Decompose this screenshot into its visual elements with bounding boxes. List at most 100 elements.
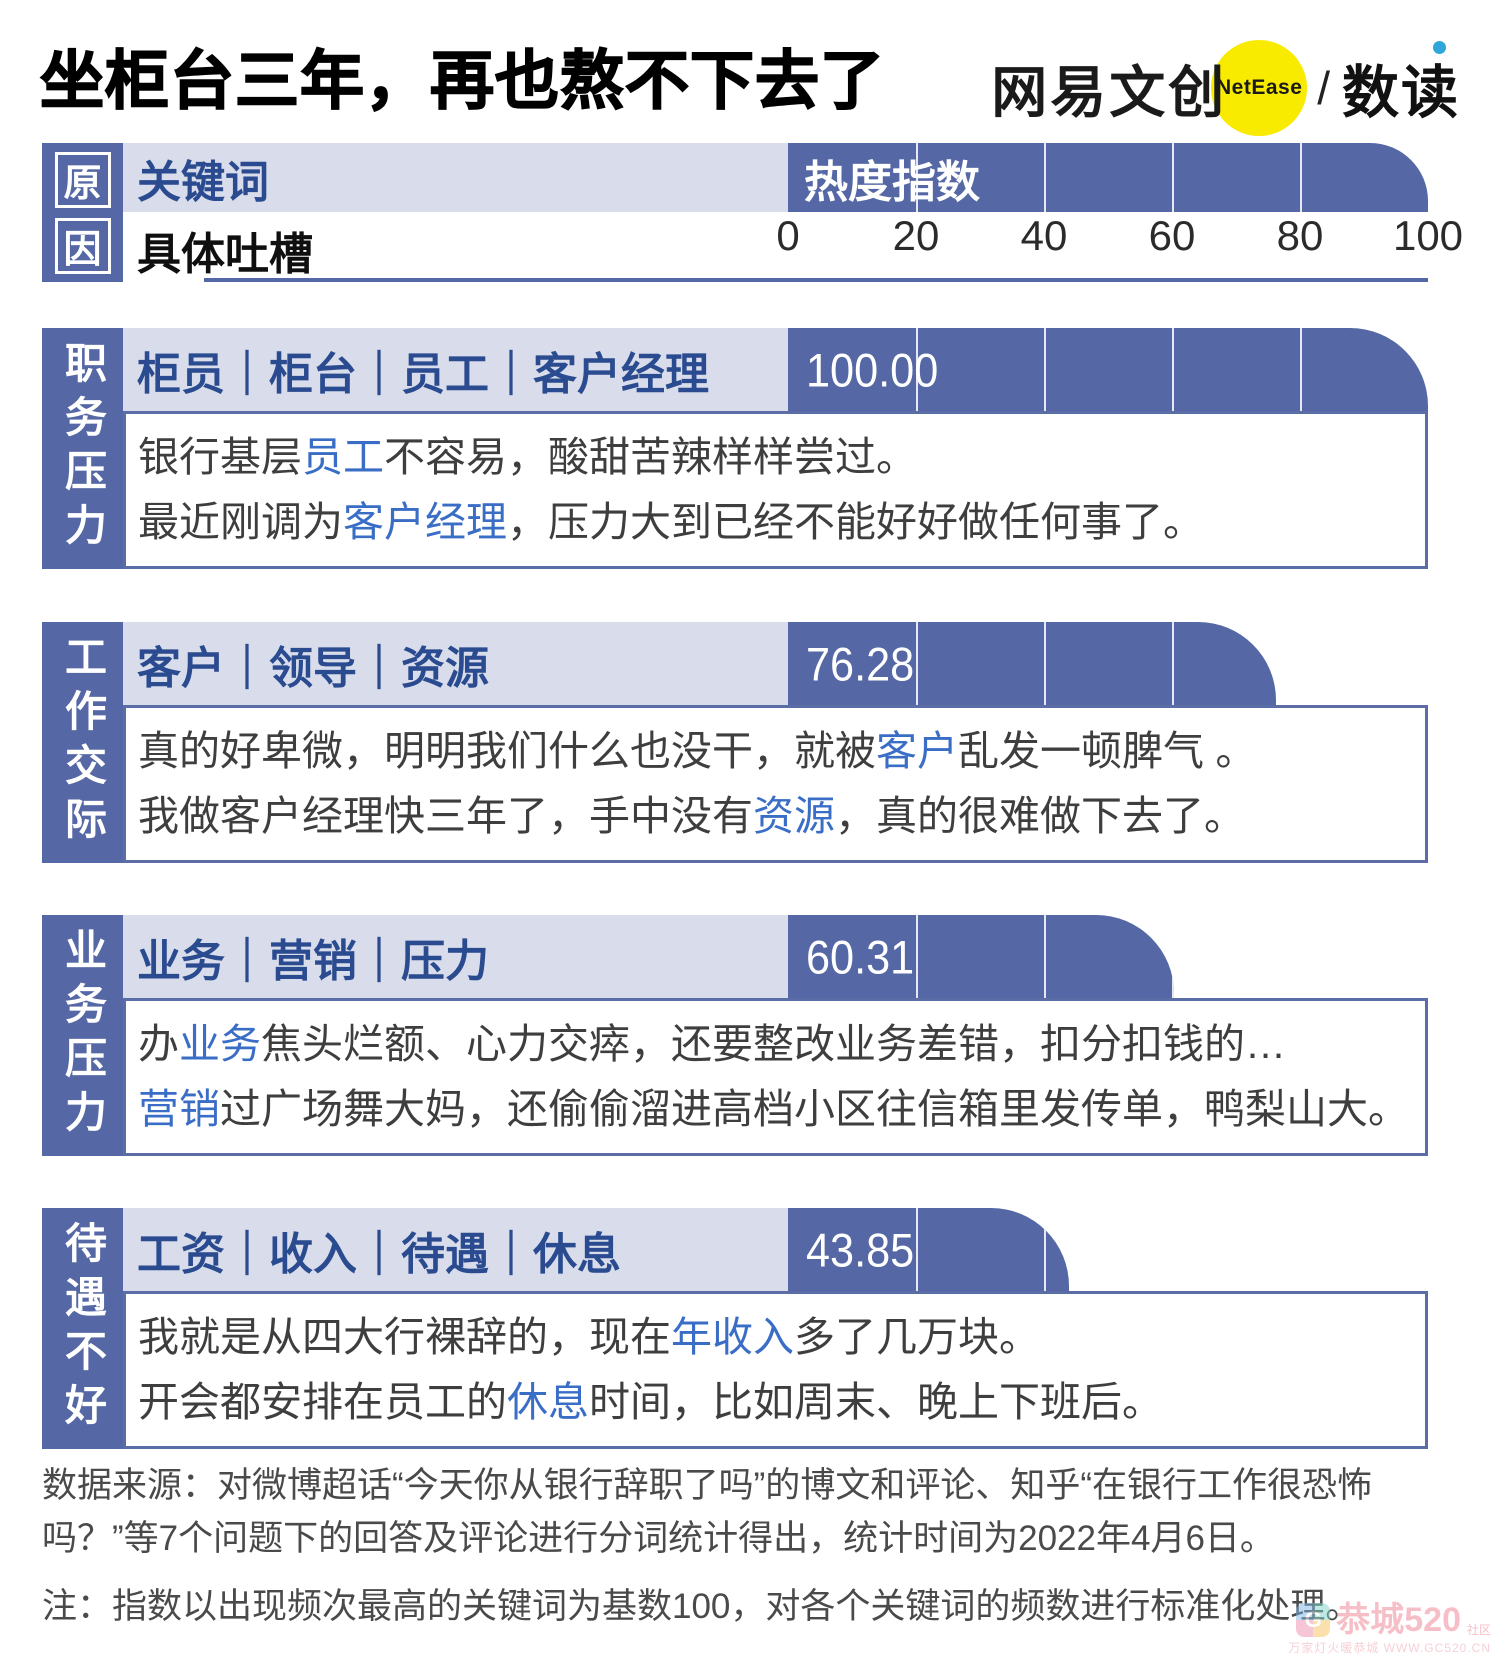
highlighted-keyword: 资源 (753, 792, 835, 839)
bar-value-label: 60.31 (806, 930, 915, 983)
gridline (1044, 328, 1046, 411)
x-axis: 0 20 40 60 80 100 (776, 212, 1463, 278)
watermark-url: 万家灯火暖恭城 WWW.GC520.CN (1288, 1641, 1491, 1655)
index-bar: 100.00 (788, 328, 1428, 411)
bar-value-label: 100.00 (806, 343, 939, 396)
keywords: 柜员｜柜台｜员工｜客户经理 (137, 349, 709, 399)
bar-area: 100.00 (788, 328, 1428, 411)
gridline (916, 622, 918, 705)
category-sidebar: 业务压力 (42, 915, 123, 1156)
gridline (1044, 622, 1046, 705)
quote-text: 真的好卑微，明明我们什么也没干，就被 (138, 728, 876, 775)
section-bad-benefits: 待遇不好 工资｜收入｜待遇｜休息 43.85 我就是从四大 (42, 1208, 1428, 1449)
gridline (916, 143, 918, 212)
index-bar: 43.85 (788, 1208, 1069, 1291)
keywords: 客户｜领导｜资源 (137, 643, 489, 693)
gridline (1172, 915, 1174, 998)
keywords-cell: 业务｜营销｜压力 (123, 915, 788, 998)
quote-line: 真的好卑微，明明我们什么也没干，就被客户乱发一顿脾气 。 (138, 731, 1425, 772)
axis-row: 具体吐槽 0 20 40 60 80 100 (123, 212, 1463, 279)
section-main: 柜员｜柜台｜员工｜客户经理 100.00 银行基层员工不容易，酸甜苦辣样样尝过。… (123, 328, 1428, 569)
keywords-cell: 客户｜领导｜资源 (123, 622, 788, 705)
quote-text: 过广场舞大妈，还偷偷溜进高档小区往信箱里发传单，鸭梨山大。 (220, 1085, 1409, 1132)
legend-main: 关键词 热度指数 具体吐槽 0 20 40 60 80 (123, 143, 1463, 282)
shudu-text: 数读 (1342, 61, 1460, 125)
page-title: 坐柜台三年，再也熬不下去了 (39, 44, 885, 118)
netease-label: NetEase (1216, 76, 1303, 99)
keywords: 业务｜营销｜压力 (137, 936, 489, 986)
category-label: 业务压力 (59, 927, 107, 1144)
tick-label: 80 (1276, 212, 1324, 259)
quote-line: 营销过广场舞大妈，还偷偷溜进高档小区往信箱里发传单，鸭梨山大。 (138, 1085, 1425, 1132)
quote-text: 不容易，酸甜苦辣样样尝过。 (384, 434, 917, 481)
highlighted-keyword: 年收入 (671, 1314, 794, 1361)
gridline (1300, 143, 1302, 212)
quote-line: 办业务焦头烂额、心力交瘁，还要整改业务差错，扣分扣钱的… (138, 1024, 1425, 1065)
quote-text: 银行基层 (138, 434, 302, 481)
section-business-pressure: 业务压力 业务｜营销｜压力 60.31 办业务焦头烂额、心 (42, 915, 1428, 1156)
axis-tick: 80 (1277, 212, 1324, 260)
watermark-suffix: 社区 (1466, 1622, 1491, 1637)
highlighted-keyword: 业务 (179, 1021, 261, 1068)
section-main: 客户｜领导｜资源 76.28 真的好卑微，明明我们什么也没干，就被客户乱发一顿脾… (123, 622, 1428, 863)
axis-tick: 40 (1021, 212, 1068, 260)
quote-text: ，压力大到已经不能好好做任何事了。 (507, 498, 1204, 545)
quote-text: ，真的很难做下去了。 (835, 792, 1245, 839)
quotes-box: 真的好卑微，明明我们什么也没干，就被客户乱发一顿脾气 。 我做客户经理快三年了，… (123, 705, 1428, 863)
category-sidebar: 待遇不好 (42, 1208, 123, 1449)
watermark-row: G 恭城520 社区 (1288, 1603, 1491, 1637)
index-bar: 76.28 (788, 622, 1277, 705)
axis-tick: 0 (776, 212, 799, 260)
netease-shudu-logo: 网易文创 NetEase / 数读 (991, 38, 1460, 138)
quote-text: 最近刚调为 (138, 498, 343, 545)
bar-row: 客户｜领导｜资源 76.28 (123, 622, 1428, 705)
tick-label: 40 (1020, 212, 1068, 259)
gridline (1172, 143, 1174, 212)
shudu-wordmark: 数读 (1342, 41, 1460, 129)
axis-tick: 100 (1393, 212, 1463, 260)
tick-label: 60 (1148, 212, 1196, 259)
category-sidebar: 工作交际 (42, 622, 123, 863)
methodology-note: 注：指数以出现频次最高的关键词为基数100，对各个关键词的频数进行标准化处理。 (42, 1587, 1361, 1626)
gridline (1172, 622, 1174, 705)
quote-text: 焦头烂额、心力交瘁，还要整改业务差错，扣分扣钱的… (261, 1021, 1286, 1068)
quote-line: 银行基层员工不容易，酸甜苦辣样样尝过。 (138, 437, 1425, 478)
highlighted-keyword: 员工 (302, 434, 384, 481)
axis-tick: 60 (1149, 212, 1196, 260)
gridline (1172, 328, 1174, 411)
bar-area: 43.85 (788, 1208, 1428, 1291)
legend-block: 原 因 关键词 热度指数 具体吐槽 0 20 (42, 143, 1463, 282)
quote-text: 办 (138, 1021, 179, 1068)
bar-value-label: 43.85 (806, 1223, 915, 1276)
category-sidebar: 职务压力 (42, 328, 123, 569)
bar-row: 业务｜营销｜压力 60.31 (123, 915, 1428, 998)
bar-value-label: 76.28 (806, 637, 915, 690)
keyword-header: 关键词 (137, 157, 269, 207)
quotes-box: 银行基层员工不容易，酸甜苦辣样样尝过。 最近刚调为客户经理，压力大到已经不能好好… (123, 411, 1428, 569)
section-job-pressure: 职务压力 柜员｜柜台｜员工｜客户经理 100.00 银行基 (42, 328, 1428, 569)
section-work-relations: 工作交际 客户｜领导｜资源 76.28 真的好卑微，明明我 (42, 622, 1428, 863)
quotes-box: 办业务焦头烂额、心力交瘁，还要整改业务差错，扣分扣钱的… 营销过广场舞大妈，还偷… (123, 998, 1428, 1156)
highlighted-keyword: 客户 (876, 728, 958, 775)
gridline (1300, 328, 1302, 411)
tick-label: 100 (1392, 212, 1464, 259)
highlighted-keyword: 客户经理 (343, 498, 507, 545)
legend-char-yuan: 原 (54, 151, 111, 208)
category-label: 职务压力 (59, 340, 107, 557)
netease-yellow-circle-icon: NetEase (1211, 40, 1308, 136)
site-watermark: G 恭城520 社区 万家灯火暖恭城 WWW.GC520.CN (1288, 1603, 1491, 1656)
keywords: 工资｜收入｜待遇｜休息 (137, 1229, 621, 1279)
gridline (1044, 1208, 1046, 1291)
index-bar: 60.31 (788, 915, 1174, 998)
index-header-band: 热度指数 (788, 143, 1428, 212)
quote-header: 具体吐槽 (137, 230, 313, 279)
bar-area: 76.28 (788, 622, 1428, 705)
keyword-header-cell: 关键词 (123, 143, 788, 212)
bar-row: 柜员｜柜台｜员工｜客户经理 100.00 (123, 328, 1428, 411)
quote-text: 乱发一顿脾气 。 (958, 728, 1257, 775)
quote-text: 时间，比如周末、晚上下班后。 (589, 1378, 1163, 1425)
quotes-box: 我就是从四大行裸辞的，现在年收入多了几万块。 开会都安排在员工的休息时间，比如周… (123, 1291, 1428, 1449)
section-main: 工资｜收入｜待遇｜休息 43.85 我就是从四大行裸辞的，现在年收入多了几万块。… (123, 1208, 1428, 1449)
gridline (1044, 915, 1046, 998)
tick-label: 0 (776, 212, 800, 259)
